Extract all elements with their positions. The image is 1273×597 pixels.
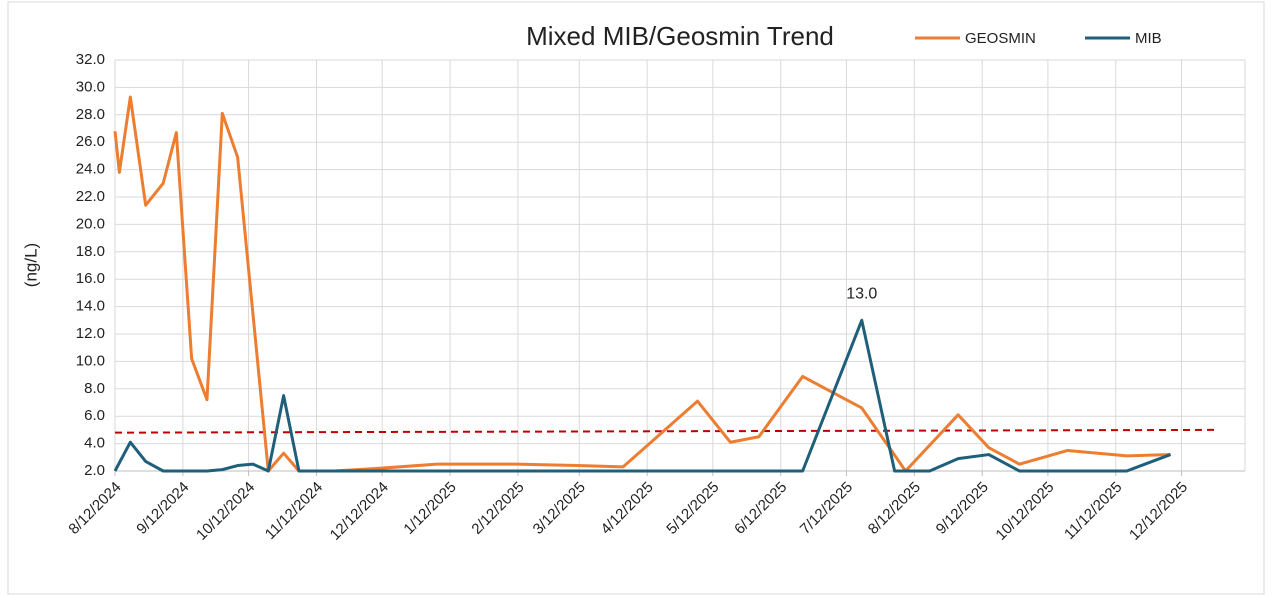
y-tick-label: 24.0 xyxy=(76,161,105,178)
series-line xyxy=(113,95,1171,473)
x-tick-label: 11/12/2025 xyxy=(1061,479,1125,543)
x-tick-label: 8/12/2025 xyxy=(865,479,924,538)
y-tick-label: 16.0 xyxy=(76,270,105,287)
y-tick-label: 12.0 xyxy=(76,325,105,342)
y-tick-label: 4.0 xyxy=(84,435,105,452)
y-tick-label: 30.0 xyxy=(76,78,105,95)
x-tick-label: 9/12/2025 xyxy=(933,479,992,538)
y-tick-label: 20.0 xyxy=(76,215,105,232)
x-tick-label: 8/12/2024 xyxy=(65,479,124,538)
reference-line xyxy=(114,428,1215,434)
x-tick-label: 10/12/2024 xyxy=(193,479,258,544)
x-tick-label: 5/12/2025 xyxy=(663,479,722,538)
series-line xyxy=(113,318,1172,473)
y-tick-label: 28.0 xyxy=(76,106,105,123)
x-tick-label: 3/12/2025 xyxy=(530,479,589,538)
data-label: 13.0 xyxy=(846,286,877,303)
x-tick-label: 1/12/2025 xyxy=(400,479,459,538)
y-tick-label: 8.0 xyxy=(84,380,105,397)
y-tick-label: 6.0 xyxy=(84,407,105,424)
x-tick-label: 11/12/2024 xyxy=(262,479,326,543)
y-axis-label: (ng/L) xyxy=(21,243,40,287)
x-tick-label: 12/12/2024 xyxy=(327,479,392,544)
x-tick-label: 10/12/2025 xyxy=(992,479,1057,544)
y-tick-label: 10.0 xyxy=(76,352,105,369)
y-tick-label: 14.0 xyxy=(76,298,105,315)
y-tick-label: 32.0 xyxy=(76,51,105,68)
y-tick-label: 26.0 xyxy=(76,133,105,150)
y-tick-label: 18.0 xyxy=(76,243,105,260)
x-tick-label: 12/12/2025 xyxy=(1126,479,1191,544)
x-tick-label: 7/12/2025 xyxy=(797,479,856,538)
chart-title: Mixed MIB/Geosmin Trend xyxy=(526,21,834,51)
legend-label: GEOSMIN xyxy=(965,30,1036,47)
x-tick-label: 2/12/2025 xyxy=(468,479,527,538)
legend-label: MIB xyxy=(1135,30,1162,47)
y-tick-label: 22.0 xyxy=(76,188,105,205)
x-tick-label: 6/12/2025 xyxy=(731,479,790,538)
x-tick-label: 4/12/2025 xyxy=(598,479,657,538)
chart-border xyxy=(7,1,1265,595)
y-tick-label: 2.0 xyxy=(84,462,105,479)
x-tick-label: 9/12/2024 xyxy=(133,479,192,538)
